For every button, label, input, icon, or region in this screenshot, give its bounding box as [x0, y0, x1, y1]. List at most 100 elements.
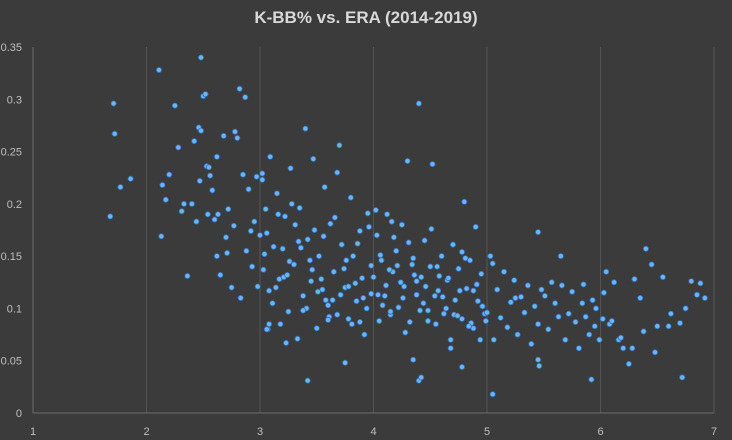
- data-point: [456, 287, 463, 294]
- data-point: [325, 302, 332, 309]
- data-point: [184, 272, 191, 279]
- data-point: [596, 336, 603, 343]
- data-point: [507, 299, 514, 306]
- data-point: [569, 288, 576, 295]
- data-point: [171, 102, 178, 109]
- data-point: [572, 318, 579, 325]
- data-point: [538, 286, 545, 293]
- data-point: [230, 222, 237, 229]
- data-point: [458, 315, 465, 322]
- data-point: [588, 376, 595, 383]
- data-point: [304, 377, 311, 384]
- data-point: [294, 335, 301, 342]
- data-point: [487, 253, 494, 260]
- data-point: [279, 245, 286, 252]
- y-tick-label: 0: [16, 408, 22, 420]
- data-point: [470, 287, 477, 294]
- data-point: [521, 309, 528, 316]
- x-axis-ticks: 1 2 3 4 5 6 7: [30, 426, 717, 438]
- data-point: [253, 173, 260, 180]
- data-point: [353, 298, 360, 305]
- data-point: [300, 292, 307, 299]
- x-tick-label: 3: [257, 426, 263, 438]
- data-point: [361, 331, 368, 338]
- data-point: [447, 345, 454, 352]
- data-point: [409, 261, 416, 268]
- data-point: [266, 287, 273, 294]
- data-point: [418, 374, 425, 381]
- data-point: [197, 127, 204, 134]
- data-point: [428, 225, 435, 232]
- data-point: [580, 281, 587, 288]
- data-point: [381, 292, 388, 299]
- data-point: [394, 262, 401, 269]
- data-point: [629, 345, 636, 352]
- data-point: [309, 266, 316, 273]
- data-point: [378, 257, 385, 264]
- data-point: [429, 161, 436, 168]
- y-tick-label: 0.05: [1, 356, 22, 368]
- data-point: [260, 266, 267, 273]
- data-point: [458, 248, 465, 255]
- data-point: [178, 208, 185, 215]
- data-point: [438, 253, 445, 260]
- data-point: [599, 315, 606, 322]
- data-point: [667, 310, 674, 317]
- data-point: [162, 196, 169, 203]
- data-point: [283, 339, 290, 346]
- x-tick-label: 2: [143, 426, 149, 438]
- data-point: [479, 303, 486, 310]
- data-point: [127, 175, 134, 182]
- data-point: [337, 291, 344, 298]
- data-point: [688, 278, 695, 285]
- data-point: [410, 255, 417, 262]
- data-point: [236, 85, 243, 92]
- y-tick-label: 0.15: [1, 251, 22, 263]
- x-tick-label: 4: [370, 426, 376, 438]
- data-point: [197, 54, 204, 61]
- data-point: [363, 305, 370, 312]
- data-point: [155, 67, 162, 74]
- data-point: [443, 305, 450, 312]
- x-tick-label: 5: [484, 426, 490, 438]
- data-point: [345, 315, 352, 322]
- data-point: [555, 313, 562, 320]
- data-point: [237, 294, 244, 301]
- data-point: [329, 297, 336, 304]
- data-point: [191, 138, 198, 145]
- data-point: [422, 283, 429, 290]
- data-point: [318, 276, 325, 283]
- data-point: [310, 155, 317, 162]
- data-point: [648, 261, 655, 268]
- data-point: [348, 321, 355, 328]
- data-point: [376, 317, 383, 324]
- data-point: [350, 253, 357, 260]
- data-point: [225, 206, 232, 213]
- data-point: [413, 291, 420, 298]
- data-point: [411, 271, 418, 278]
- data-point: [372, 207, 379, 214]
- data-point: [447, 336, 454, 343]
- data-point: [458, 363, 465, 370]
- data-point: [261, 251, 268, 258]
- data-point: [617, 334, 624, 341]
- data-point: [406, 318, 413, 325]
- data-point: [518, 293, 525, 300]
- data-point: [439, 293, 446, 300]
- data-point: [354, 240, 361, 247]
- data-point: [304, 236, 311, 243]
- data-point: [390, 234, 397, 241]
- data-point: [386, 266, 393, 273]
- y-tick-label: 0.25: [1, 147, 22, 159]
- data-point: [434, 263, 441, 270]
- data-point: [364, 210, 371, 217]
- data-point: [292, 221, 299, 228]
- data-point: [463, 285, 470, 292]
- data-point: [387, 308, 394, 315]
- data-point: [245, 186, 252, 193]
- data-point: [379, 302, 386, 309]
- data-point: [404, 157, 411, 164]
- y-tick-label: 0.35: [1, 42, 22, 54]
- data-point: [308, 278, 315, 285]
- data-point: [266, 321, 273, 328]
